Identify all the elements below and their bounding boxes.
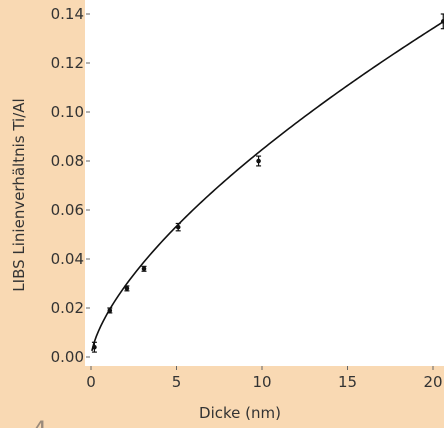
y-axis-title: LIBS Linienverhältnis Ti/Al [10, 98, 28, 291]
x-tick-label: 5 [172, 373, 182, 391]
x-axis-ticks: 0 5 10 15 20 [86, 366, 443, 391]
y-tick-label: 0.10 [51, 103, 84, 121]
fit-curve-line [91, 20, 444, 352]
y-axis-ticks: 0.00 0.02 0.04 0.06 0.08 0.10 0.12 0.14 [51, 5, 90, 366]
y-tick-label: 0.02 [51, 299, 84, 317]
data-marker [256, 158, 261, 164]
data-marker [440, 19, 444, 24]
data-marker [92, 344, 97, 350]
y-tick-label: 0.14 [51, 5, 84, 23]
data-point [175, 222, 181, 232]
plot-area [85, 0, 444, 366]
y-tick-label: 0.00 [51, 348, 84, 366]
y-tick-label: 0.12 [51, 54, 84, 72]
data-point [440, 13, 444, 30]
x-tick-label: 20 [423, 373, 442, 391]
y-tick-label: 0.06 [51, 201, 84, 219]
data-marker [175, 224, 181, 230]
y-tick-label: 0.08 [51, 152, 84, 170]
corner-mark: 4 [32, 416, 47, 428]
data-point [256, 155, 262, 167]
data-point [107, 307, 113, 314]
x-tick-label: 15 [338, 373, 357, 391]
data-points [91, 13, 444, 353]
x-tick-label: 0 [86, 373, 96, 391]
y-tick-label: 0.04 [51, 250, 84, 268]
data-marker [107, 308, 113, 313]
data-point [141, 265, 147, 272]
data-marker [124, 286, 130, 291]
x-tick-label: 10 [252, 373, 271, 391]
data-marker [141, 266, 147, 272]
data-point [124, 285, 130, 292]
data-point [91, 341, 97, 353]
x-axis-title: Dicke (nm) [199, 404, 281, 422]
